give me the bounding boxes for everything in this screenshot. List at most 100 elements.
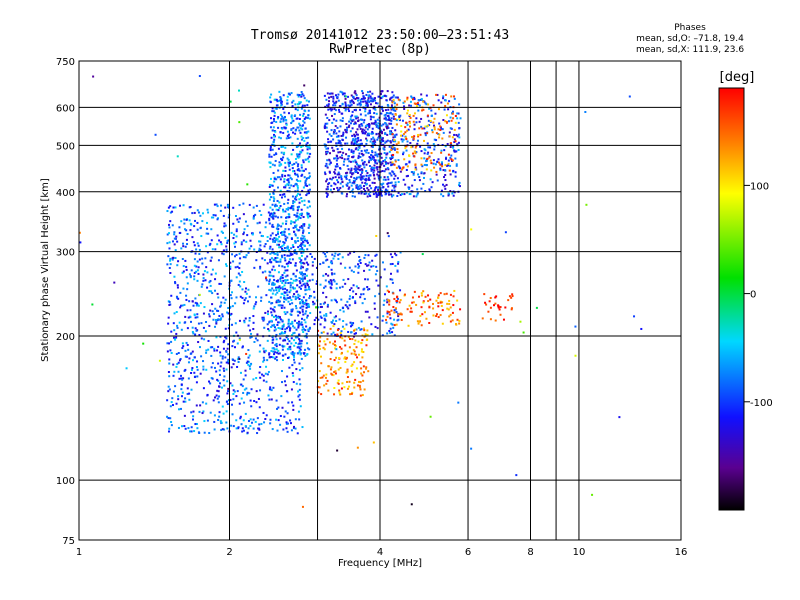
data-point [406,98,409,101]
data-point [359,184,362,187]
data-point [250,332,253,335]
data-point [271,428,274,431]
data-point [359,328,362,331]
data-point [350,141,353,144]
data-point [248,392,251,395]
data-point [338,188,341,191]
data-point [185,355,188,358]
data-point [401,167,404,170]
data-point [375,133,378,136]
data-point [427,103,430,106]
data-point [430,152,433,155]
data-point [447,120,450,123]
data-point [180,374,183,377]
data-point [376,138,379,141]
data-point [399,167,402,170]
data-point [269,307,272,310]
data-point [238,338,241,341]
data-point [344,95,347,98]
data-point [202,410,205,413]
data-point [337,171,340,174]
data-point [454,121,457,124]
data-point [280,146,283,149]
data-point [444,157,447,160]
data-point [233,255,236,258]
data-point [358,146,361,149]
data-point [213,349,216,352]
data-point [240,423,243,426]
data-point [298,342,301,345]
data-point [365,366,368,369]
data-point [354,141,357,144]
data-point [186,327,189,330]
data-point [300,317,303,320]
data-point [287,401,290,404]
data-point [362,293,365,296]
data-point [297,168,300,171]
data-point [318,386,321,389]
data-point [360,97,363,100]
data-point [375,265,378,268]
data-point [211,268,214,271]
data-point [322,346,325,349]
data-point [640,327,643,330]
data-point [279,304,282,307]
data-point [295,252,298,255]
data-point [276,225,279,228]
data-point [246,431,249,434]
data-point [336,148,339,151]
data-point [278,321,281,324]
data-point [393,297,396,300]
data-point [445,114,448,117]
data-point [293,361,296,364]
data-point [246,391,249,394]
data-point [306,284,309,287]
data-point [254,213,257,216]
data-point [507,299,510,302]
data-point [300,339,303,342]
data-point [254,303,257,306]
data-point [248,203,251,206]
data-point [367,178,370,181]
data-point [393,134,396,137]
data-point [241,385,244,388]
data-point [328,182,331,185]
data-point [330,282,333,285]
data-point [291,364,294,367]
data-point [273,269,276,272]
data-point [350,99,353,102]
data-point [252,378,255,381]
data-point [356,384,359,387]
data-point [366,105,369,108]
data-point [373,181,376,184]
data-point [277,209,280,212]
data-point [293,170,296,173]
data-point [339,309,342,312]
data-point [426,142,429,145]
data-point [264,349,267,352]
data-point [289,261,292,264]
data-point [276,359,279,362]
y-tick-label: 600 [56,103,75,114]
data-point [284,353,287,356]
data-point [301,308,304,311]
data-point [269,237,272,240]
data-point [298,122,301,125]
data-point [418,104,421,107]
data-point [368,123,371,126]
data-point [333,340,336,343]
data-point [325,382,328,385]
data-point [254,420,257,423]
data-point [405,175,408,178]
data-point [211,310,214,313]
data-point [292,119,295,122]
data-point [330,109,333,112]
data-point [174,282,177,285]
data-point [273,120,276,123]
data-point [227,306,230,309]
data-point [323,286,326,289]
data-point [283,241,286,244]
data-point [439,167,442,170]
data-point [390,149,393,152]
data-point [367,288,370,291]
